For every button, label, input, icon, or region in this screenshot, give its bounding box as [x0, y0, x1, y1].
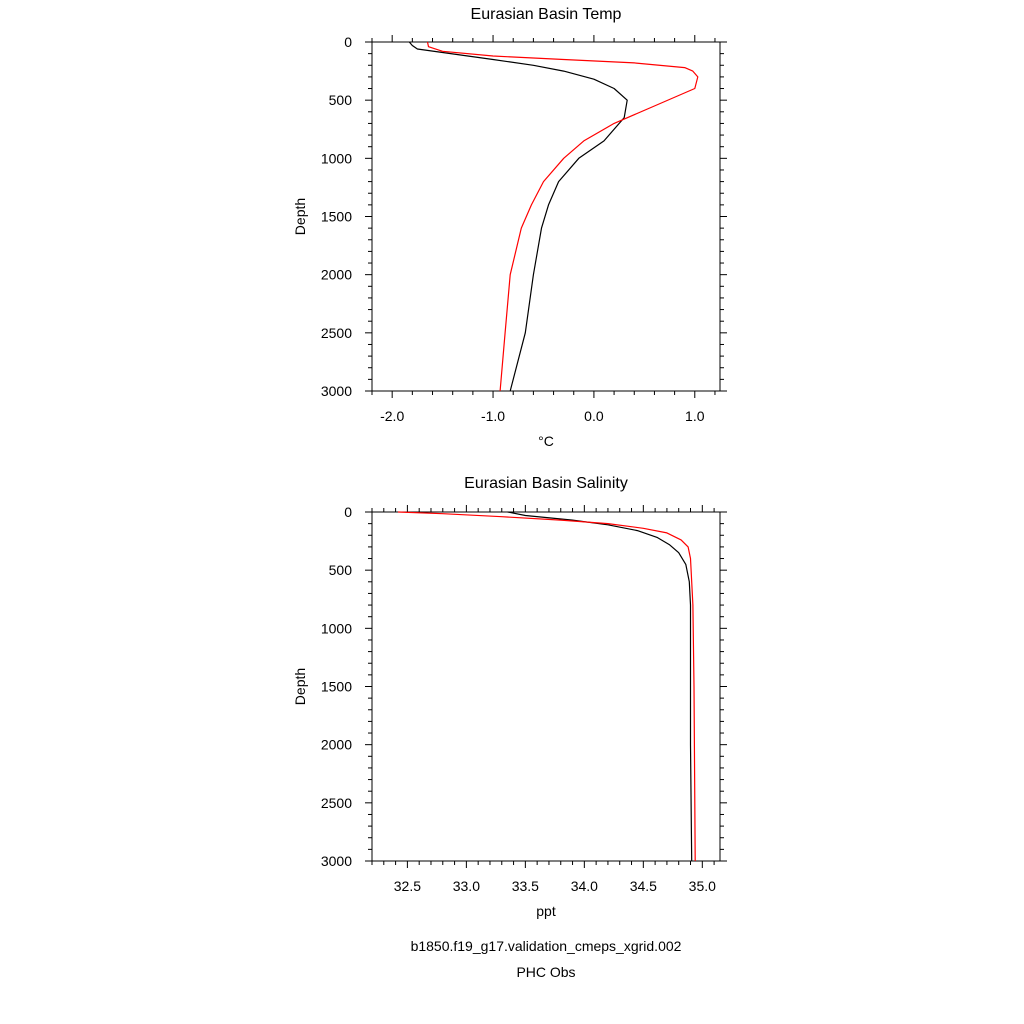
y-tick-label: 2500 [321, 325, 352, 341]
x-tick-label: -2.0 [380, 408, 404, 424]
y-tick-label: 2000 [321, 737, 352, 753]
chart-title: Eurasian Basin Salinity [464, 475, 628, 492]
series-line-phc-obs [397, 511, 696, 862]
x-tick-label: 0.0 [584, 408, 604, 424]
legend-entry-obs: PHC Obs [516, 964, 575, 980]
y-axis-label: Depth [292, 198, 308, 235]
legend-entry-model: b1850.f19_g17.validation_cmeps_xgrid.002 [411, 938, 682, 954]
y-tick-label: 500 [329, 562, 353, 578]
y-tick-label: 3000 [321, 383, 352, 399]
y-tick-label: 500 [329, 92, 353, 108]
y-tick-label: 1500 [321, 679, 352, 695]
y-tick-label: 1500 [321, 209, 352, 225]
salinity-plot: Eurasian Basin Salinity 32.5 33.0 33.5 34.0 3… [292, 475, 727, 919]
x-tick-label: -1.0 [481, 408, 505, 424]
x-tick-label: 34.0 [571, 878, 598, 894]
x-axis-label: °C [538, 433, 554, 449]
y-tick-label: 0 [344, 504, 352, 520]
y-tick-label: 0 [344, 34, 352, 50]
x-axis-label: ppt [536, 903, 556, 919]
chart-title: Eurasian Basin Temp [471, 6, 622, 23]
series-line-b1850-f19-g17-validation-cmeps-xgrid-002 [408, 41, 628, 392]
y-tick-label: 2000 [321, 267, 352, 283]
temp-plot: Eurasian Basin Temp -2.0 -1.0 0.0 1.0 0 500 100… [292, 6, 727, 449]
y-axis-label: Depth [292, 668, 308, 705]
series-line-b1850-f19-g17-validation-cmeps-xgrid-002 [507, 511, 693, 862]
x-tick-label: 32.5 [394, 878, 421, 894]
series-line-phc-obs [426, 41, 699, 392]
x-tick-label: 1.0 [685, 408, 705, 424]
y-tick-label: 1000 [321, 150, 352, 166]
plot-frame [371, 41, 721, 392]
x-tick-label: 33.0 [453, 878, 480, 894]
plot-frame [371, 511, 721, 862]
y-tick-label: 2500 [321, 795, 352, 811]
y-tick-label: 1000 [321, 620, 352, 636]
x-tick-label: 35.0 [689, 878, 716, 894]
x-tick-label: 33.5 [512, 878, 539, 894]
y-tick-label: 3000 [321, 853, 352, 869]
x-tick-label: 34.5 [630, 878, 657, 894]
